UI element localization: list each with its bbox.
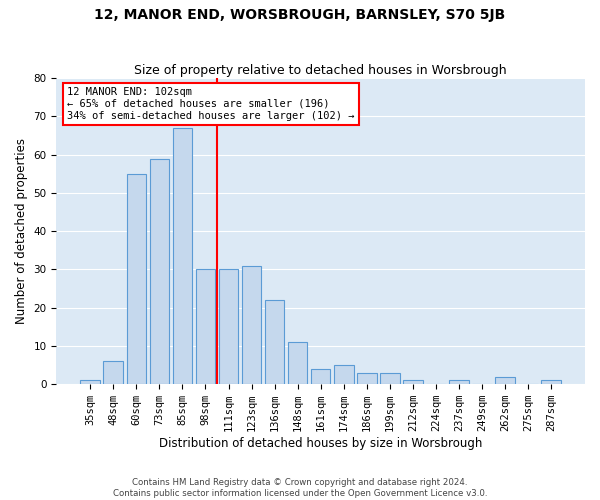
Text: 12 MANOR END: 102sqm
← 65% of detached houses are smaller (196)
34% of semi-deta: 12 MANOR END: 102sqm ← 65% of detached h…: [67, 88, 355, 120]
Bar: [219, 270, 238, 384]
Y-axis label: Number of detached properties: Number of detached properties: [15, 138, 28, 324]
Bar: [288, 342, 307, 384]
X-axis label: Distribution of detached houses by size in Worsbrough: Distribution of detached houses by size …: [159, 437, 482, 450]
Bar: [149, 158, 169, 384]
Bar: [403, 380, 422, 384]
Bar: [173, 128, 192, 384]
Bar: [380, 372, 400, 384]
Bar: [449, 380, 469, 384]
Bar: [311, 369, 331, 384]
Bar: [127, 174, 146, 384]
Text: Contains HM Land Registry data © Crown copyright and database right 2024.
Contai: Contains HM Land Registry data © Crown c…: [113, 478, 487, 498]
Bar: [541, 380, 561, 384]
Bar: [242, 266, 262, 384]
Title: Size of property relative to detached houses in Worsbrough: Size of property relative to detached ho…: [134, 64, 507, 77]
Bar: [334, 365, 353, 384]
Bar: [103, 362, 123, 384]
Bar: [80, 380, 100, 384]
Bar: [495, 376, 515, 384]
Bar: [196, 270, 215, 384]
Bar: [265, 300, 284, 384]
Text: 12, MANOR END, WORSBROUGH, BARNSLEY, S70 5JB: 12, MANOR END, WORSBROUGH, BARNSLEY, S70…: [94, 8, 506, 22]
Bar: [357, 372, 377, 384]
